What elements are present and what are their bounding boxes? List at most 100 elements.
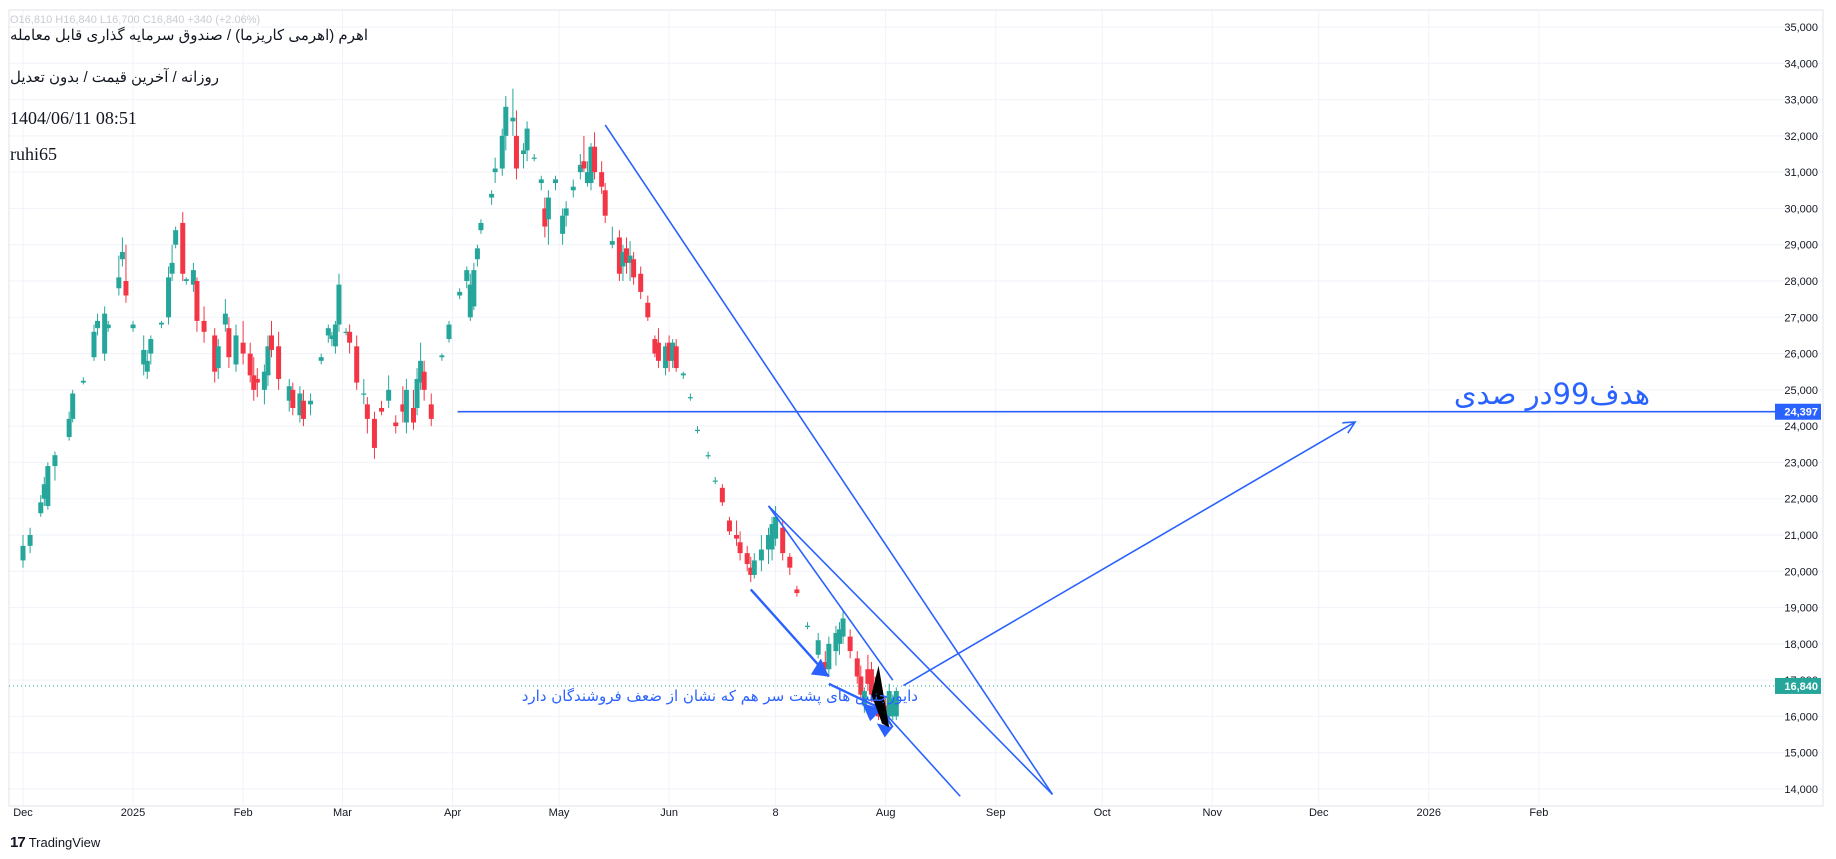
candle-body <box>492 168 498 173</box>
candle-body <box>347 331 353 343</box>
candle-body <box>833 632 839 652</box>
candle-down <box>300 389 306 427</box>
candle-down <box>645 295 651 321</box>
candle-body <box>560 215 566 234</box>
candle-body <box>510 117 516 122</box>
candle-up <box>478 219 484 234</box>
candle-up <box>173 226 179 249</box>
candle-body <box>758 549 764 561</box>
candle-body <box>144 360 150 372</box>
x-tick-label: 8 <box>773 807 779 819</box>
candle-up <box>890 694 896 721</box>
candle-body <box>364 404 370 419</box>
candle-body <box>180 222 186 274</box>
candle-up <box>609 226 615 249</box>
candle-body <box>254 378 260 383</box>
candle-body <box>194 281 200 321</box>
candle-body <box>343 331 349 333</box>
candle-up <box>474 244 480 267</box>
candle-body <box>638 273 644 292</box>
candle-body <box>840 618 846 637</box>
candle-body <box>464 270 470 281</box>
candle-up <box>297 386 303 423</box>
candle-up <box>38 495 44 517</box>
y-tick-label: 27,000 <box>1784 312 1818 324</box>
candle-up <box>467 273 473 321</box>
candle-up <box>584 161 590 187</box>
candle-body <box>751 560 757 575</box>
candle-body <box>95 320 101 329</box>
candle-body <box>261 371 267 390</box>
candle-body <box>52 455 58 467</box>
projection-arrow <box>902 423 1354 687</box>
candle-body <box>251 375 257 390</box>
y-tick-label: 31,000 <box>1784 167 1818 179</box>
candle-body <box>201 320 207 332</box>
candle-down <box>201 306 207 343</box>
candle-body <box>222 313 228 325</box>
trendline-major <box>604 124 1054 795</box>
tradingview-logo-icon: 17 <box>10 834 26 851</box>
candle-body <box>361 393 367 395</box>
candle-down <box>847 629 853 659</box>
candle-down <box>666 335 672 372</box>
candle-body <box>861 691 867 706</box>
candle-body <box>297 393 303 416</box>
candle-up <box>222 299 228 332</box>
candle-body <box>499 135 505 169</box>
candle-body <box>624 248 629 263</box>
tradingview-brand[interactable]: 17 TradingView <box>10 834 100 851</box>
candle-body <box>503 106 509 136</box>
candle-down <box>652 335 658 358</box>
time-axis[interactable]: Dec 2025 Feb Mar Apr May Jun 8 Aug Sep Oct Nov Dec 20… <box>13 807 1548 819</box>
chart-subtitle: روزانه / آخرین قیمت / بدون تعدیل <box>10 69 219 86</box>
y-tick-label: 28,000 <box>1784 276 1818 288</box>
candle-body <box>119 251 125 260</box>
candle-up <box>70 389 76 423</box>
candle-down <box>379 400 385 416</box>
y-tick-label: 35,000 <box>1784 22 1818 34</box>
candle-body <box>428 404 434 419</box>
candle-down <box>592 132 598 180</box>
candle-body <box>215 346 221 369</box>
candle-body <box>38 502 44 514</box>
candle-up <box>538 175 544 191</box>
candle-up <box>169 244 175 281</box>
candle-body <box>70 393 76 419</box>
candle-body <box>670 342 676 361</box>
last-price-badge-text: 16,840 <box>1784 681 1818 693</box>
candle-up <box>183 277 189 285</box>
candle-body <box>20 545 26 561</box>
candle-body <box>773 516 779 539</box>
candle-body <box>446 324 452 340</box>
candle-down <box>655 328 661 369</box>
candle-body <box>631 259 637 278</box>
candle-body <box>719 487 725 503</box>
candle-body <box>240 342 246 354</box>
candle-up <box>336 273 342 332</box>
last-price-badge: 16,840 <box>1775 677 1821 694</box>
candle-body <box>805 625 811 627</box>
candle-body <box>588 146 594 184</box>
candle-down <box>371 411 377 459</box>
chart-author: ruhi65 <box>10 144 57 164</box>
candle-up <box>545 190 551 245</box>
candle-down <box>240 320 246 365</box>
candle-down <box>638 266 644 300</box>
candle-down <box>794 585 800 597</box>
candle-body <box>166 277 172 318</box>
x-tick-label: Feb <box>1529 807 1548 819</box>
price-axis[interactable]: 35,000 34,000 33,000 32,000 31,000 30,000 29,0… <box>1775 22 1821 796</box>
candle-down <box>400 386 406 423</box>
candle-up <box>805 622 811 630</box>
candle-down <box>276 331 282 390</box>
candle-up <box>695 426 700 434</box>
candle-body <box>616 237 622 274</box>
candle-body <box>158 322 164 325</box>
candle-body <box>837 629 842 644</box>
x-tick-label: Apr <box>444 807 461 819</box>
divergence-annotation: دایورجنس های پشت سر هم که نشان از ضعف فر… <box>522 687 918 706</box>
candle-down <box>734 520 740 546</box>
candle-up <box>620 244 626 281</box>
